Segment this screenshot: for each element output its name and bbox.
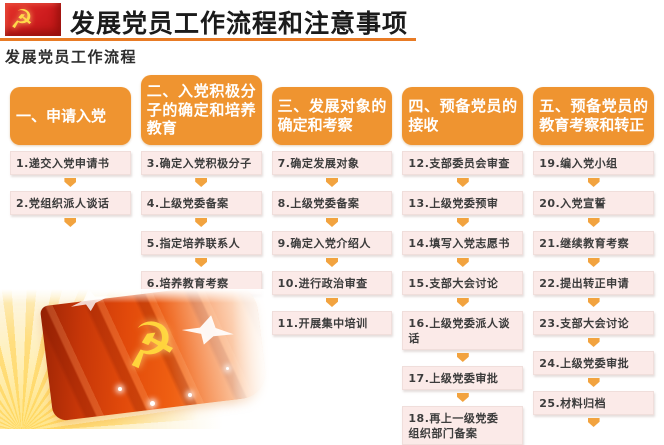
column-header-wrap: 二、入党积极分子的确定和培养教育 [140, 73, 262, 145]
down-arrow-icon [456, 393, 469, 402]
column-header: 五、预备党员的教育考察和转正 [533, 87, 654, 145]
down-arrow-icon [195, 218, 208, 227]
down-arrow-icon [64, 178, 77, 187]
flow-step: 13.上级党委预审 [402, 191, 524, 215]
column-header-label: 一、申请入党 [16, 106, 107, 125]
column-header-wrap: 一、申请入党 [10, 73, 131, 145]
down-arrow-icon [64, 218, 77, 227]
column-header-label: 三、发展对象的确定和考察 [277, 97, 387, 134]
hammer-sickle-icon: ☭ [117, 305, 184, 385]
flow-step: 18.再上一级党委 组织部门备案 [402, 406, 524, 445]
down-arrow-icon [325, 258, 338, 267]
flow-column-4: 四、预备党员的接收 12.支部委员会审查 13.上级党委预审 14.填写入党志愿书 15… [402, 73, 524, 445]
down-arrow-icon [325, 178, 338, 187]
party-flag-image: ☭ [0, 289, 270, 429]
down-arrow-icon [587, 258, 600, 267]
flow-step: 7.确定发展对象 [271, 151, 393, 175]
down-arrow-icon [587, 178, 600, 187]
down-arrow-icon [587, 298, 600, 307]
flow-step: 8.上级党委备案 [271, 191, 393, 215]
down-arrow-icon [325, 218, 338, 227]
flow-step: 16.上级党委派人谈话 [402, 311, 524, 350]
flow-step: 4.上级党委备案 [140, 191, 262, 215]
flow-column-3: 三、发展对象的确定和考察 7.确定发展对象 8.上级党委备案 9.确定入党介绍人 10.… [271, 73, 393, 335]
flow-step: 23.支部大会讨论 [533, 311, 654, 335]
column-header: 二、入党积极分子的确定和培养教育 [140, 75, 262, 145]
flow-step: 17.上级党委审批 [402, 366, 524, 390]
flow-step: 1.递交入党申请书 [10, 151, 131, 175]
party-emblem-icon: ☭ [5, 3, 61, 36]
sparkle-icon [118, 387, 122, 391]
flow-step: 14.填写入党志愿书 [402, 231, 524, 255]
down-arrow-icon [195, 258, 208, 267]
flow-step: 3.确定入党积极分子 [140, 151, 262, 175]
sparkle-icon [188, 393, 192, 397]
down-arrow-icon [587, 338, 600, 347]
section-subtitle: 发展党员工作流程 [5, 48, 138, 66]
down-arrow-icon [456, 298, 469, 307]
column-header-wrap: 四、预备党员的接收 [402, 73, 524, 145]
flow-columns: 一、申请入党 1.递交入党申请书 2.党组织派人谈话 二、入党积极分子的确定和培养教育… [10, 73, 654, 445]
down-arrow-icon [456, 178, 469, 187]
down-arrow-icon [587, 218, 600, 227]
down-arrow-icon [325, 298, 338, 307]
flow-step: 21.继续教育考察 [533, 231, 654, 255]
flow-step: 24.上级党委审批 [533, 351, 654, 375]
flow-step: 19.编入党小组 [533, 151, 654, 175]
flow-step: 20.入党宣誓 [533, 191, 654, 215]
flow-column-5: 五、预备党员的教育考察和转正 19.编入党小组 20.入党宣誓 21.继续教育考察 22… [533, 73, 654, 427]
column-header: 四、预备党员的接收 [402, 87, 524, 145]
flow-step: 2.党组织派人谈话 [10, 191, 131, 215]
sparkle-icon [150, 401, 155, 406]
flow-column-2: 二、入党积极分子的确定和培养教育 3.确定入党积极分子 4.上级党委备案 5.指定培养… [140, 73, 262, 295]
flow-column-1: 一、申请入党 1.递交入党申请书 2.党组织派人谈话 [10, 73, 131, 227]
down-arrow-icon [195, 178, 208, 187]
column-header-label: 五、预备党员的教育考察和转正 [539, 97, 648, 134]
column-header-wrap: 五、预备党员的教育考察和转正 [533, 73, 654, 145]
title-underline [0, 38, 416, 41]
sparkle-icon [226, 367, 229, 370]
flow-step: 9.确定入党介绍人 [271, 231, 393, 255]
down-arrow-icon [587, 378, 600, 387]
down-arrow-icon [456, 218, 469, 227]
column-header-label: 四、预备党员的接收 [408, 97, 518, 134]
flow-step: 5.指定培养联系人 [140, 231, 262, 255]
down-arrow-icon [587, 418, 600, 427]
flow-step: 25.材料归档 [533, 391, 654, 415]
page-title: 发展党员工作流程和注意事项 [70, 9, 409, 38]
flow-step: 12.支部委员会审查 [402, 151, 524, 175]
hammer-sickle-icon: ☭ [10, 4, 34, 35]
column-header-wrap: 三、发展对象的确定和考察 [271, 73, 393, 145]
column-header-label: 二、入党积极分子的确定和培养教育 [146, 82, 256, 138]
down-arrow-icon [456, 353, 469, 362]
column-header: 一、申请入党 [10, 87, 131, 145]
flow-step: 22.提出转正申请 [533, 271, 654, 295]
flow-step: 11.开展集中培训 [271, 311, 393, 335]
flow-step: 15.支部大会讨论 [402, 271, 524, 295]
flow-step: 10.进行政治审查 [271, 271, 393, 295]
down-arrow-icon [456, 258, 469, 267]
infographic-page: { "header": { "title": "发展党员工作流程和注意事项", … [0, 0, 664, 429]
column-header: 三、发展对象的确定和考察 [271, 87, 393, 145]
